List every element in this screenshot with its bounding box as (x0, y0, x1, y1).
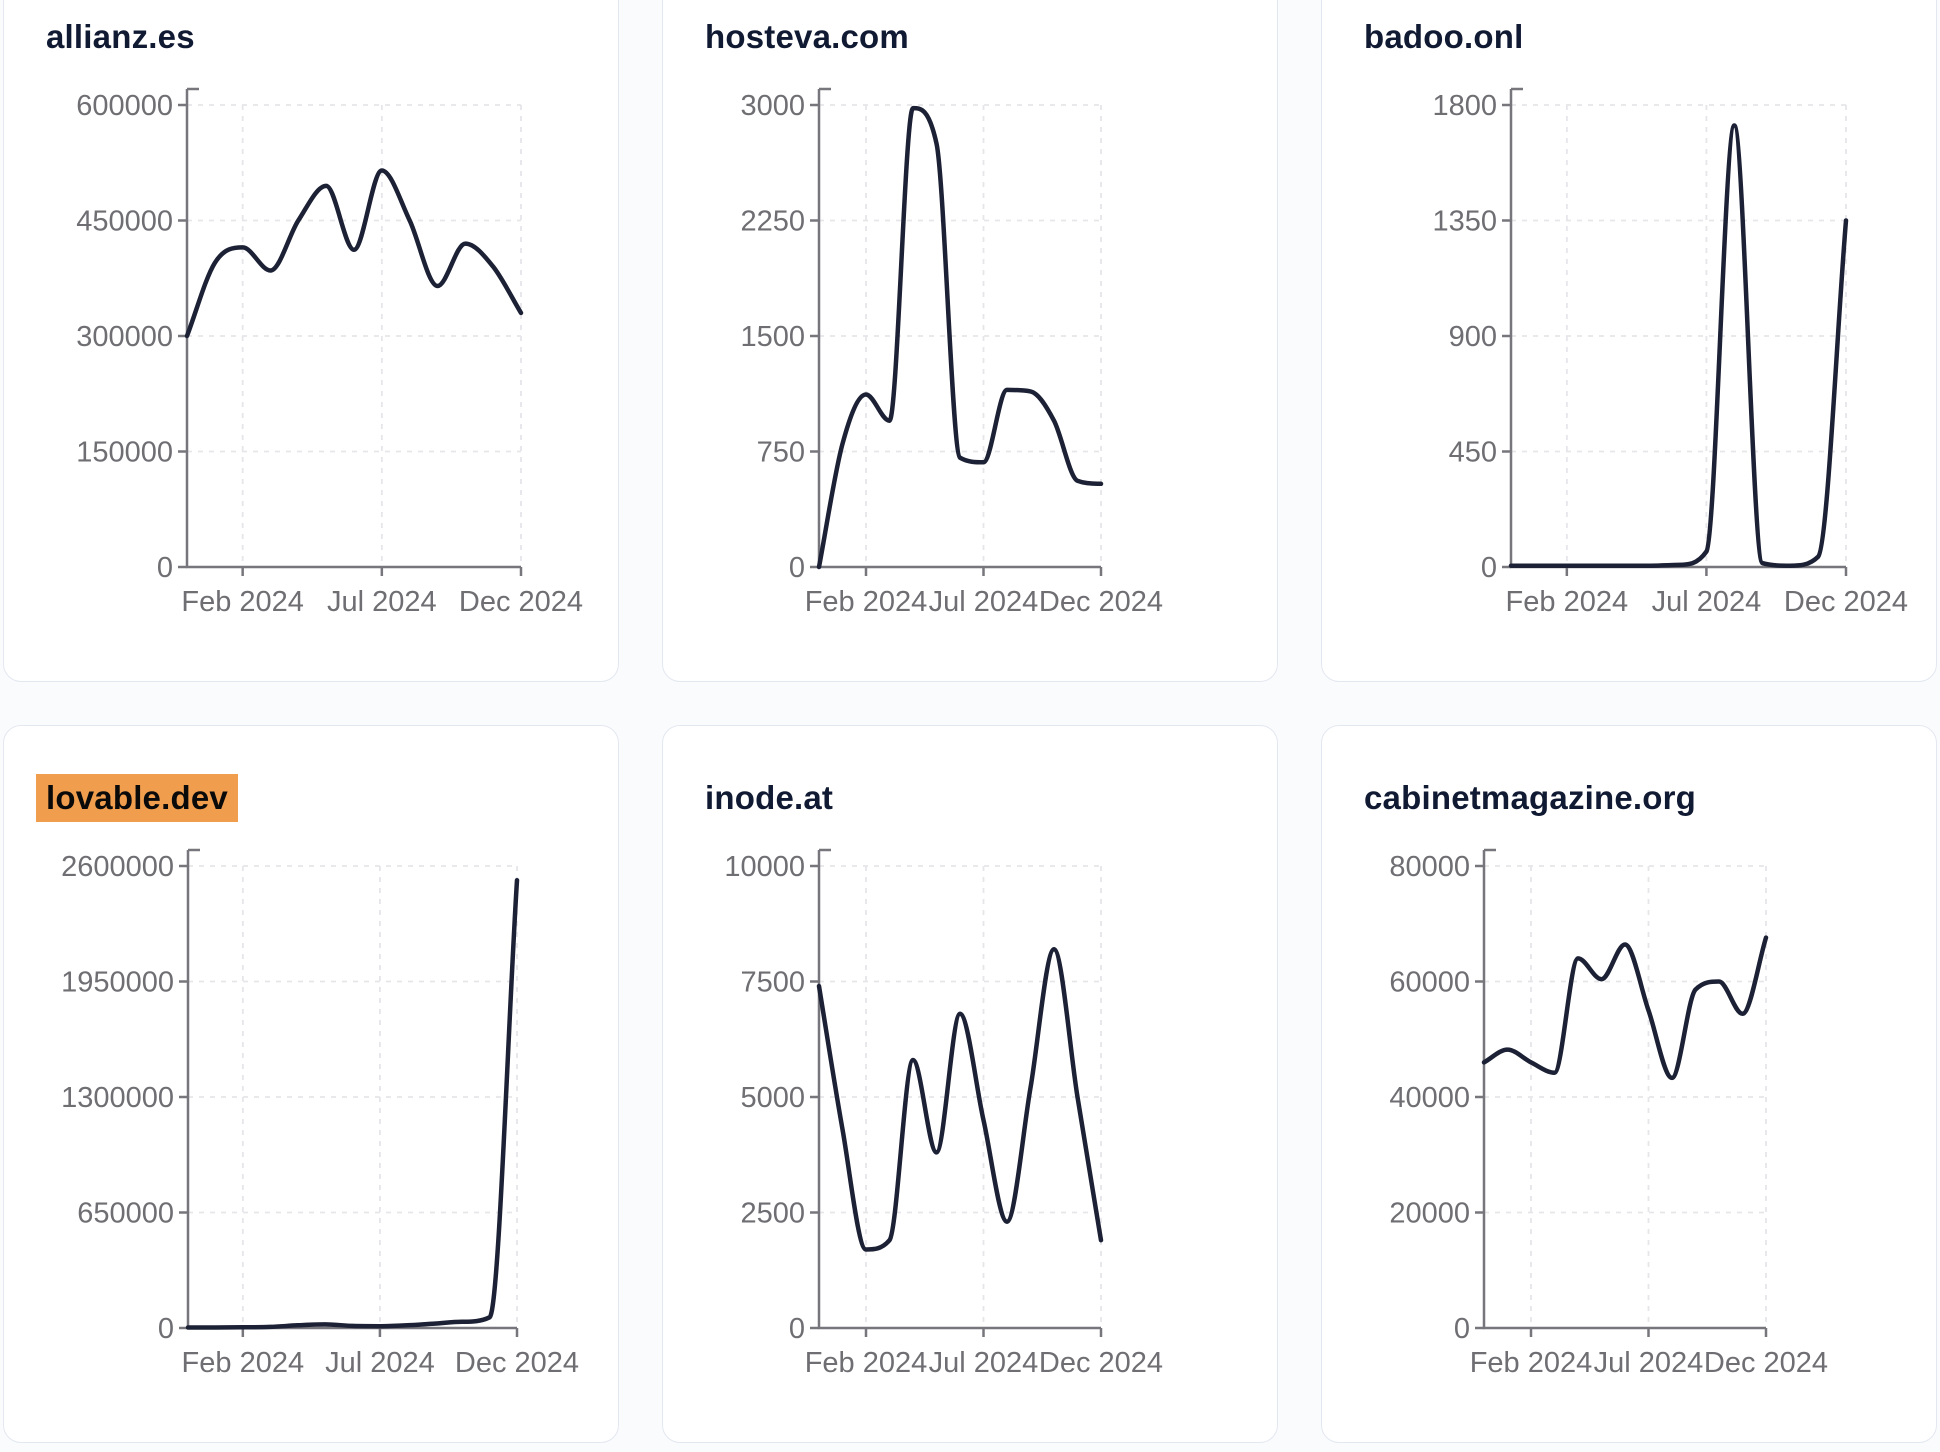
y-tick-label: 0 (1454, 1313, 1470, 1345)
domain-title: badoo.onl (1364, 18, 1524, 55)
y-tick-label: 60000 (1389, 967, 1470, 999)
x-tick-label: Jul 2024 (929, 1347, 1039, 1379)
x-tick-label: Dec 2024 (459, 586, 583, 618)
domain-card-inode[interactable]: inode.at 0 2500 5000 7500 10000 Feb 2024 Jul 2… (662, 725, 1278, 1443)
traffic-line-chart: 0 150000 300000 450000 600000 Feb 2024 Jul 202… (76, 87, 583, 618)
y-tick-label: 750 (757, 437, 805, 469)
y-tick-label: 2250 (740, 206, 805, 238)
y-tick-label: 600000 (76, 90, 173, 122)
x-tick-label: Feb 2024 (181, 586, 304, 618)
y-tick-label: 0 (157, 552, 173, 584)
domain-title: hosteva.com (705, 18, 909, 55)
y-tick-label: 5000 (740, 1082, 805, 1114)
traffic-line-chart: 0 650000 1300000 1950000 2600000 Feb 2024 Jul … (61, 848, 579, 1379)
traffic-line-chart: 0 20000 40000 60000 80000 Feb 2024 Jul 2024 Dec… (1389, 848, 1828, 1379)
traffic-series-line (184, 168, 524, 339)
y-tick-label: 1350 (1432, 206, 1497, 238)
selection-highlight: lovable.dev (36, 774, 238, 822)
x-tick-label: Jul 2024 (1594, 1347, 1704, 1379)
traffic-series-line (185, 877, 520, 1330)
x-tick-label: Dec 2024 (1039, 1347, 1163, 1379)
y-tick-label: 1950000 (61, 967, 174, 999)
y-tick-label: 80000 (1389, 851, 1470, 883)
y-tick-label: 1300000 (61, 1082, 174, 1114)
x-tick-label: Jul 2024 (327, 586, 437, 618)
traffic-series-line (816, 946, 1104, 1252)
y-tick-label: 20000 (1389, 1198, 1470, 1230)
y-tick-label: 0 (158, 1313, 174, 1345)
y-tick-label: 300000 (76, 321, 173, 353)
y-tick-label: 0 (789, 552, 805, 584)
x-tick-label: Feb 2024 (805, 1347, 928, 1379)
x-tick-label: Feb 2024 (805, 586, 928, 618)
x-tick-label: Dec 2024 (455, 1347, 579, 1379)
domain-title-highlighted: lovable.dev (36, 774, 238, 822)
traffic-line-chart: 0 2500 5000 7500 10000 Feb 2024 Jul 2024 Dec 20… (724, 848, 1163, 1379)
y-tick-label: 900 (1449, 321, 1497, 353)
domain-title: cabinetmagazine.org (1364, 779, 1697, 816)
y-tick-label: 2600000 (61, 851, 174, 883)
y-tick-label: 3000 (740, 90, 805, 122)
x-tick-label: Feb 2024 (1470, 1347, 1593, 1379)
y-tick-label: 0 (789, 1313, 805, 1345)
y-tick-label: 40000 (1389, 1082, 1470, 1114)
domain-title: inode.at (705, 779, 834, 816)
y-tick-label: 450 (1449, 437, 1497, 469)
y-tick-label: 450000 (76, 206, 173, 238)
traffic-line-chart: 0 450 900 1350 1800 Feb 2024 Jul 2024 Dec 2024 (1432, 87, 1908, 618)
y-tick-label: 7500 (740, 967, 805, 999)
y-tick-label: 150000 (76, 437, 173, 469)
domain-card-allianz[interactable]: allianz.es 0 150000 300000 450000 600000 Feb … (3, 0, 619, 682)
y-tick-label: 0 (1481, 552, 1497, 584)
x-tick-label: Feb 2024 (182, 1347, 305, 1379)
x-tick-label: Dec 2024 (1704, 1347, 1828, 1379)
traffic-series-line (1481, 935, 1769, 1081)
x-tick-label: Jul 2024 (929, 586, 1039, 618)
domain-title: allianz.es (46, 18, 195, 55)
y-tick-label: 1500 (740, 321, 805, 353)
x-tick-label: Jul 2024 (325, 1347, 435, 1379)
y-tick-label: 1800 (1432, 90, 1497, 122)
x-tick-label: Jul 2024 (1652, 586, 1762, 618)
y-tick-label: 650000 (77, 1198, 174, 1230)
x-tick-label: Dec 2024 (1039, 586, 1163, 618)
domain-card-cabinetmagazine[interactable]: cabinetmagazine.org 0 20000 40000 60000 8000… (1321, 725, 1937, 1443)
traffic-line-chart: 0 750 1500 2250 3000 Feb 2024 Jul 2024 Dec 2024 (740, 87, 1163, 618)
domain-card-badoo[interactable]: badoo.onl 0 450 900 1350 1800 Feb 2024 Jul 202… (1321, 0, 1937, 682)
traffic-series-line (1508, 123, 1849, 568)
x-tick-label: Feb 2024 (1506, 586, 1629, 618)
y-tick-label: 2500 (740, 1198, 805, 1230)
x-tick-label: Dec 2024 (1784, 586, 1908, 618)
domain-card-lovable[interactable]: lovable.dev 0 650000 1300000 1950000 2600000… (3, 725, 619, 1443)
domain-charts-grid: allianz.es 0 150000 300000 450000 600000 Feb … (3, 0, 1937, 1443)
y-tick-label: 10000 (724, 851, 805, 883)
domain-card-hosteva[interactable]: hosteva.com 0 750 1500 2250 3000 Feb 2024 Jul … (662, 0, 1278, 682)
traffic-series-line (816, 105, 1104, 570)
